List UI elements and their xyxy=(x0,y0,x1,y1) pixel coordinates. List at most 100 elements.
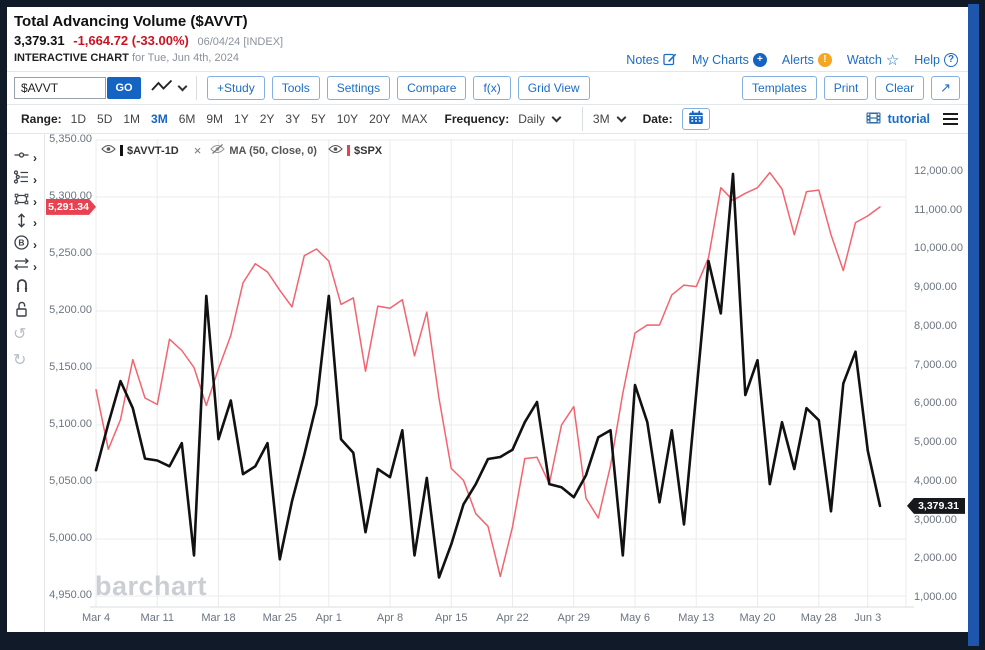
tutorial-link[interactable]: tutorial xyxy=(887,112,930,126)
chevron-right-icon: › xyxy=(33,150,37,165)
chart-region: › › › › B › › xyxy=(7,133,968,632)
divider xyxy=(581,107,583,131)
go-button[interactable]: GO xyxy=(107,77,141,99)
study-button[interactable]: +Study xyxy=(207,76,265,100)
right-axis-label: 7,000.00 xyxy=(914,358,957,371)
x-axis-label: Apr 22 xyxy=(496,612,529,624)
x-axis-label: May 28 xyxy=(800,612,837,624)
divider xyxy=(196,76,197,100)
right-axis-label: 9,000.00 xyxy=(914,281,957,294)
right-axis-label: 2,000.00 xyxy=(914,552,957,565)
print-button[interactable]: Print xyxy=(823,76,869,100)
left-axis-label: 5,200.00 xyxy=(49,304,92,316)
range-3y[interactable]: 3Y xyxy=(285,112,301,126)
eye-slash-icon xyxy=(210,144,226,157)
toolbar-right-buttons: Templates Print Clear ↗ xyxy=(735,76,960,100)
series-avvt-legend[interactable]: $AVVT-1D xyxy=(101,144,179,157)
unlock-tool[interactable] xyxy=(13,300,30,323)
redo-icon: ↻ xyxy=(13,350,27,369)
compare-button[interactable]: Compare xyxy=(397,76,467,100)
range-20y[interactable]: 20Y xyxy=(369,112,391,126)
range-1m[interactable]: 1M xyxy=(123,112,141,126)
right-axis-label: 4,000.00 xyxy=(914,474,957,487)
shapes-icon xyxy=(13,191,30,212)
notes-icon xyxy=(663,52,677,69)
up-down-arrows-icon xyxy=(13,212,30,234)
symbol-input[interactable] xyxy=(14,77,106,99)
chart-page: Total Advancing Volume ($AVVT) 3,379.31 … xyxy=(7,7,968,632)
svg-text:B: B xyxy=(18,238,24,248)
hamburger-icon[interactable] xyxy=(943,112,958,126)
film-icon xyxy=(866,112,881,127)
quote-date: 06/04/24 [INDEX] xyxy=(197,36,284,48)
notes-link[interactable]: Notes xyxy=(626,52,677,69)
right-axis-label: 3,000.00 xyxy=(914,513,957,526)
range-2y[interactable]: 2Y xyxy=(259,112,275,126)
drawing-tool-sidebar: › › › › B › › xyxy=(7,134,45,632)
frequency-dropdown[interactable]: Daily xyxy=(518,112,562,126)
indicators-tool[interactable]: › xyxy=(13,169,37,190)
chevron-right-icon: › xyxy=(33,216,37,230)
undo-button[interactable]: ↺ xyxy=(13,324,26,343)
templates-button[interactable]: Templates xyxy=(742,76,817,100)
magnet-tool[interactable] xyxy=(13,277,31,299)
range-6m[interactable]: 6M xyxy=(178,112,196,126)
fullscreen-button[interactable]: ↗ xyxy=(931,76,960,100)
right-axis-label: 10,000.00 xyxy=(914,242,963,255)
annotation-b-tool[interactable]: B › xyxy=(13,234,37,256)
settings-button[interactable]: Settings xyxy=(326,76,391,100)
expand-arrow-icon: ↗ xyxy=(940,80,951,96)
spx-price-tag: 5,291.34 xyxy=(46,198,96,215)
x-axis-label: Jun 3 xyxy=(854,612,882,624)
series-spx-legend[interactable]: $SPX xyxy=(328,144,382,157)
range-3m[interactable]: 3M xyxy=(151,112,168,126)
divider xyxy=(7,133,968,134)
x-axis-label: Mar 4 xyxy=(81,612,111,624)
notes-label: Notes xyxy=(626,53,659,67)
series-ma-legend[interactable]: MA (50, Close, 0) xyxy=(210,144,317,157)
x-axis-label: Mar 18 xyxy=(201,612,236,624)
spx-legend-label: $SPX xyxy=(353,144,383,157)
range-1y[interactable]: 1Y xyxy=(234,112,249,126)
period-dropdown[interactable]: 3M xyxy=(592,112,627,126)
redo-button[interactable]: ↻ xyxy=(13,350,26,369)
right-axis-label: 12,000.00 xyxy=(914,165,963,177)
range-9m[interactable]: 9M xyxy=(206,112,224,126)
date-picker-button[interactable] xyxy=(681,108,710,130)
help-link[interactable]: Help ? xyxy=(914,53,958,67)
f-x-button[interactable]: f(x) xyxy=(473,76,511,100)
trendline-tool[interactable]: › xyxy=(13,147,37,168)
vertical-arrows-tool[interactable]: › xyxy=(13,212,37,234)
clear-button[interactable]: Clear xyxy=(875,76,925,100)
period-value: 3M xyxy=(592,112,610,126)
range-bar-right: tutorial xyxy=(866,112,958,127)
tools-button[interactable]: Tools xyxy=(271,76,320,100)
range-5d[interactable]: 5D xyxy=(97,112,113,126)
interactive-chart-label: INTERACTIVE CHART xyxy=(14,52,129,64)
compare-arrows-tool[interactable]: › xyxy=(13,256,37,277)
watch-link[interactable]: Watch ☆ xyxy=(847,51,899,69)
grid-view-button[interactable]: Grid View xyxy=(517,76,590,100)
remove-study-icon[interactable]: × xyxy=(193,143,202,158)
eye-icon xyxy=(101,144,116,157)
range-1d[interactable]: 1D xyxy=(70,112,87,126)
range-5y[interactable]: 5Y xyxy=(311,112,326,126)
shapes-tool[interactable]: › xyxy=(13,191,37,212)
header: Total Advancing Volume ($AVVT) 3,379.31 … xyxy=(7,7,968,71)
chart-type-selector[interactable] xyxy=(151,79,188,98)
alerts-link[interactable]: Alerts ! xyxy=(782,53,832,67)
price-chart[interactable] xyxy=(46,134,968,632)
toolbar-right-group: Templates Print Clear xyxy=(735,76,925,100)
chevron-down-icon xyxy=(177,81,188,92)
spx-line xyxy=(95,171,881,578)
help-label: Help xyxy=(914,53,940,67)
range-10y[interactable]: 10Y xyxy=(336,112,359,126)
toolbar-left-buttons: +Study Tools Settings Compare f(x) Grid View xyxy=(207,76,597,100)
chevron-right-icon: › xyxy=(33,259,37,274)
spx-color-swatch xyxy=(346,145,350,156)
left-axis-label: 5,250.00 xyxy=(49,247,92,259)
my-charts-link[interactable]: My Charts + xyxy=(692,53,767,67)
range-max[interactable]: MAX xyxy=(401,112,428,126)
date-label: Date: xyxy=(642,112,673,126)
my-charts-label: My Charts xyxy=(691,53,749,67)
